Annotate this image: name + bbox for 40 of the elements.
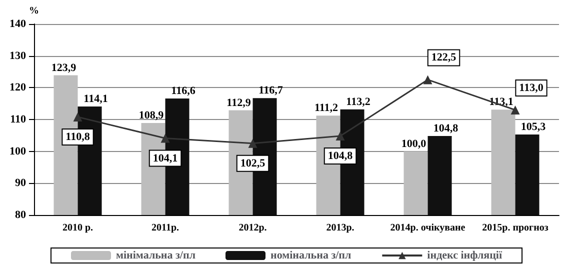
data-label: 111,2 — [314, 102, 339, 114]
data-label: 113,2 — [346, 96, 371, 108]
point — [423, 75, 432, 84]
x-tick-label: 2013р. — [326, 222, 355, 234]
data-label: 105,3 — [520, 120, 546, 133]
data-label: 110,8 — [66, 130, 90, 143]
point — [160, 134, 170, 143]
data-label: 122,5 — [431, 52, 457, 64]
data-label: 108,9 — [138, 110, 164, 122]
point — [510, 105, 520, 114]
y-tick-label: 130 — [10, 50, 26, 62]
data-label: 104,8 — [328, 150, 354, 162]
data-label: 114,1 — [84, 92, 108, 105]
y-axis-title: % — [29, 6, 39, 16]
x-tick-label: 2011р. — [151, 222, 180, 234]
data-label: 113,0 — [519, 82, 544, 94]
y-tick-label: 110 — [10, 114, 26, 126]
y-tick-label: 120 — [10, 82, 26, 94]
data-label: 123,9 — [51, 62, 77, 74]
legend-label: номінальна з/пл — [270, 250, 352, 262]
data-label: 102,5 — [240, 157, 266, 170]
x-tick-label: 2012р. — [238, 222, 268, 234]
y-tick-label: 90 — [15, 177, 26, 190]
x-tick-label: 2010 р. — [62, 222, 94, 234]
x-tick-label: 2015р. прогноз — [482, 222, 548, 234]
data-label: 104,1 — [152, 152, 178, 164]
data-label: 116,7 — [258, 84, 284, 97]
point — [73, 112, 82, 122]
x-tick-label: 2014р. очікуване — [390, 222, 466, 234]
point — [336, 132, 345, 141]
data-label: 116,6 — [171, 84, 196, 97]
legend-label: мінімальна з/пл — [116, 250, 196, 262]
data-label: 112,9 — [226, 96, 252, 109]
y-tick-label: 140 — [10, 18, 26, 30]
data-label: 100,0 — [401, 138, 427, 150]
data-label: 104,8 — [433, 122, 459, 135]
y-tick-label: 100 — [10, 145, 26, 158]
point — [248, 138, 258, 148]
legend-label: індекс інфляції — [427, 250, 503, 262]
y-tick-label: 80 — [15, 209, 26, 221]
